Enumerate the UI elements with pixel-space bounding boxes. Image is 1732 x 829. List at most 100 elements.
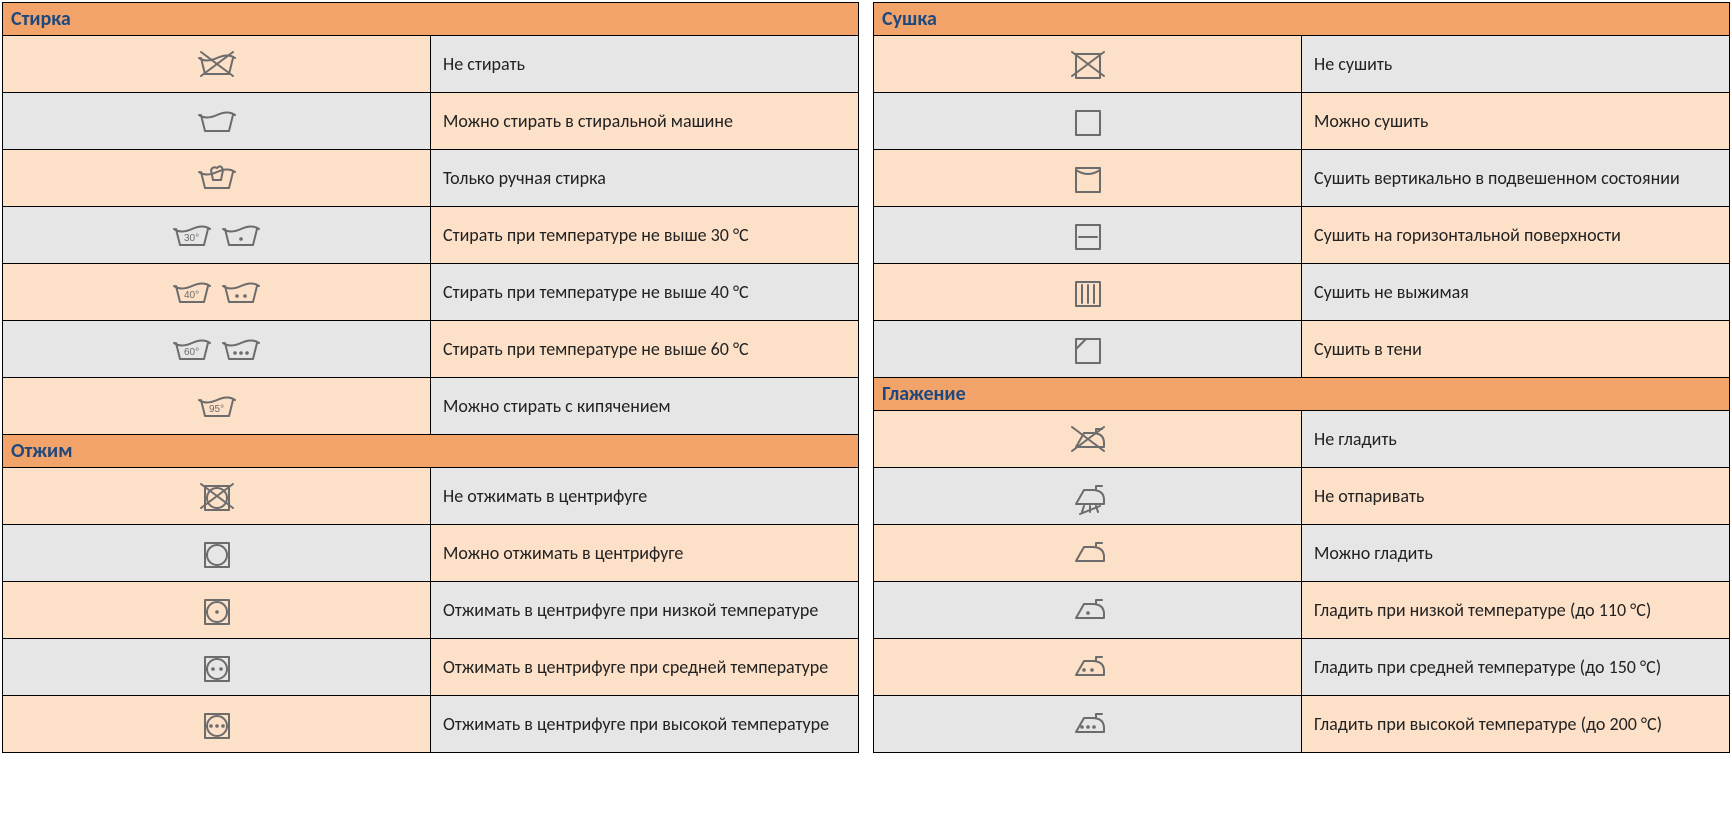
- sq-circ-1dot-icon: [195, 597, 239, 619]
- wash-95-icon: 95°: [195, 393, 239, 415]
- symbol-label: Отжимать в центрифуге при высокой темпер…: [431, 696, 859, 753]
- sq-cross-icon: [1066, 51, 1110, 73]
- left-table: СтиркаНе стиратьМожно стирать в стиральн…: [2, 2, 859, 753]
- symbol-label: Только ручная стирка: [431, 150, 859, 207]
- table-row: Не стирать: [3, 36, 859, 93]
- table-row: Не отжимать в центрифуге: [3, 468, 859, 525]
- table-row: 60° Стирать при температуре не выше 60 °…: [3, 321, 859, 378]
- sq-icon: [1066, 108, 1110, 130]
- table-row: Отжимать в центрифуге при высокой темпер…: [3, 696, 859, 753]
- iron-nosteam-icon: [1066, 483, 1110, 505]
- iron-icon: [1066, 540, 1110, 562]
- symbol-label: Сушить не выжимая: [1302, 264, 1730, 321]
- table-row: Можно гладить: [874, 525, 1730, 582]
- right-table: СушкаНе сушитьМожно сушитьСушить вертика…: [873, 2, 1730, 753]
- symbol-label: Стирать при температуре не выше 40 °C: [431, 264, 859, 321]
- wash-hand-icon: [195, 165, 239, 187]
- symbol-cell: [874, 696, 1302, 753]
- wash-icon: [195, 108, 239, 130]
- symbol-cell: 40°: [3, 264, 431, 321]
- table-row: Гладить при низкой температуре (до 110 °…: [874, 582, 1730, 639]
- svg-text:60°: 60°: [184, 347, 199, 358]
- symbol-label: Сушить вертикально в подвешенном состоян…: [1302, 150, 1730, 207]
- svg-text:40°: 40°: [184, 290, 199, 301]
- table-row: Сушить не выжимая: [874, 264, 1730, 321]
- symbol-cell: [3, 582, 431, 639]
- section-header-ironing: Глажение: [874, 378, 1730, 411]
- table-row: Только ручная стирка: [3, 150, 859, 207]
- table-row: 95° Можно стирать с кипячением: [3, 378, 859, 435]
- symbol-label: Можно отжимать в центрифуге: [431, 525, 859, 582]
- wash-30-icon: 30°: [170, 222, 214, 244]
- table-row: 40° Стирать при температуре не выше 40 °…: [3, 264, 859, 321]
- svg-text:30°: 30°: [184, 233, 199, 244]
- symbol-cell: [874, 411, 1302, 468]
- left-column: СтиркаНе стиратьМожно стирать в стиральн…: [2, 2, 859, 753]
- symbol-label: Не отпаривать: [1302, 468, 1730, 525]
- sq-diag-icon: [1066, 336, 1110, 358]
- sq-3vline-icon: [1066, 279, 1110, 301]
- table-row: Сушить в тени: [874, 321, 1730, 378]
- symbol-label: Не отжимать в центрифуге: [431, 468, 859, 525]
- iron-cross-icon: [1066, 426, 1110, 448]
- symbol-cell: [874, 207, 1302, 264]
- iron-3dot-icon: [1066, 711, 1110, 733]
- sq-curve-icon: [1066, 165, 1110, 187]
- symbol-cell: 30°: [3, 207, 431, 264]
- right-column: СушкаНе сушитьМожно сушитьСушить вертика…: [873, 2, 1730, 753]
- symbol-cell: 95°: [3, 378, 431, 435]
- symbol-label: Не сушить: [1302, 36, 1730, 93]
- symbol-cell: [874, 468, 1302, 525]
- wash-cross-icon: [195, 51, 239, 73]
- symbol-label: Можно гладить: [1302, 525, 1730, 582]
- symbol-cell: 60°: [3, 321, 431, 378]
- symbol-label: Отжимать в центрифуге при низкой темпера…: [431, 582, 859, 639]
- symbol-cell: [874, 525, 1302, 582]
- table-row: Сушить вертикально в подвешенном состоян…: [874, 150, 1730, 207]
- symbol-cell: [3, 525, 431, 582]
- symbol-label: Не гладить: [1302, 411, 1730, 468]
- symbol-cell: [3, 696, 431, 753]
- wash-1dot-icon: [219, 222, 263, 244]
- symbol-label: Сушить на горизонтальной поверхности: [1302, 207, 1730, 264]
- symbol-label: Гладить при высокой температуре (до 200 …: [1302, 696, 1730, 753]
- symbol-cell: [3, 150, 431, 207]
- wash-40-icon: 40°: [170, 279, 214, 301]
- symbol-cell: [3, 639, 431, 696]
- table-row: Не гладить: [874, 411, 1730, 468]
- symbol-label: Отжимать в центрифуге при средней темпер…: [431, 639, 859, 696]
- table-row: Гладить при средней температуре (до 150 …: [874, 639, 1730, 696]
- sq-circ-2dot-icon: [195, 654, 239, 676]
- symbol-cell: [3, 468, 431, 525]
- symbol-label: Гладить при средней температуре (до 150 …: [1302, 639, 1730, 696]
- sq-circ-icon: [195, 540, 239, 562]
- iron-2dot-icon: [1066, 654, 1110, 676]
- wash-60-icon: 60°: [170, 336, 214, 358]
- table-row: Сушить на горизонтальной поверхности: [874, 207, 1730, 264]
- symbol-label: Стирать при температуре не выше 60 °C: [431, 321, 859, 378]
- symbol-label: Можно стирать в стиральной машине: [431, 93, 859, 150]
- symbol-cell: [874, 36, 1302, 93]
- wash-2dot-icon: [219, 279, 263, 301]
- section-header-spin: Отжим: [3, 435, 859, 468]
- table-row: Можно стирать в стиральной машине: [3, 93, 859, 150]
- sq-circ-cross-icon: [195, 483, 239, 505]
- iron-1dot-icon: [1066, 597, 1110, 619]
- table-row: Отжимать в центрифуге при низкой темпера…: [3, 582, 859, 639]
- wash-3dot-icon: [219, 336, 263, 358]
- table-row: Не отпаривать: [874, 468, 1730, 525]
- symbol-cell: [3, 93, 431, 150]
- symbol-cell: [874, 93, 1302, 150]
- laundry-symbols-wrap: СтиркаНе стиратьМожно стирать в стиральн…: [0, 0, 1732, 755]
- section-header-washing: Стирка: [3, 3, 859, 36]
- table-row: Можно сушить: [874, 93, 1730, 150]
- symbol-label: Не стирать: [431, 36, 859, 93]
- symbol-label: Гладить при низкой температуре (до 110 °…: [1302, 582, 1730, 639]
- symbol-cell: [874, 264, 1302, 321]
- symbol-label: Можно сушить: [1302, 93, 1730, 150]
- sq-circ-3dot-icon: [195, 711, 239, 733]
- symbol-label: Можно стирать с кипячением: [431, 378, 859, 435]
- table-row: Не сушить: [874, 36, 1730, 93]
- table-row: Гладить при высокой температуре (до 200 …: [874, 696, 1730, 753]
- symbol-cell: [874, 582, 1302, 639]
